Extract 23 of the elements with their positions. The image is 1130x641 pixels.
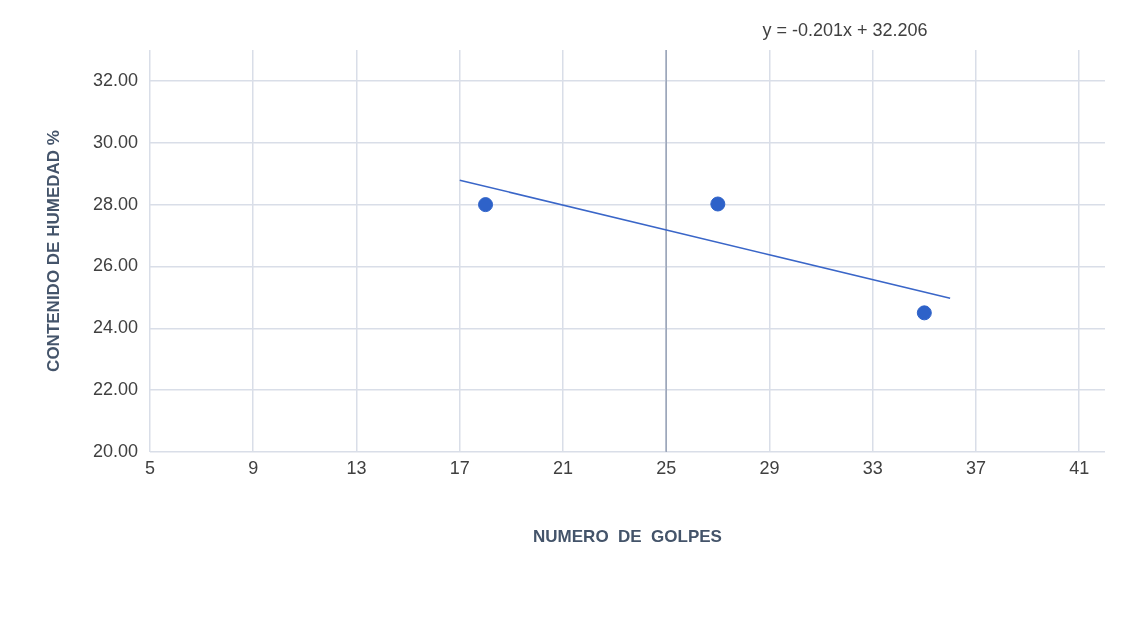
x-tick-label: 37: [965, 457, 986, 478]
x-tick-label: 33: [862, 457, 883, 478]
x-tick-label: 29: [759, 457, 780, 478]
y-tick-label: 32.00: [92, 69, 138, 90]
x-axis-title: NUMERO DE GOLPES: [533, 527, 722, 547]
x-tick-label: 17: [449, 457, 470, 478]
point: [710, 196, 726, 212]
x-tick-label: 5: [144, 457, 156, 478]
y-tick-label: 26.00: [92, 255, 138, 276]
point: [916, 305, 932, 321]
x-tick-label: 25: [656, 457, 677, 478]
text: y = -0.201x + 32.206: [762, 19, 928, 40]
y-tick-label: 20.00: [92, 440, 138, 461]
x-tick-label: 21: [552, 457, 573, 478]
y-tick-label: 22.00: [92, 379, 138, 400]
y-tick-label: 28.00: [92, 193, 138, 214]
y-tick-label: 24.00: [92, 317, 138, 338]
point: [478, 197, 494, 213]
y-tick-label: 30.00: [92, 131, 138, 152]
x-tick-label: 13: [346, 457, 367, 478]
y-axis-title: CONTENIDO DE HUMEDAD %: [43, 130, 63, 372]
x-tick-label: 9: [248, 457, 259, 478]
x-tick-label: 41: [1069, 457, 1090, 478]
